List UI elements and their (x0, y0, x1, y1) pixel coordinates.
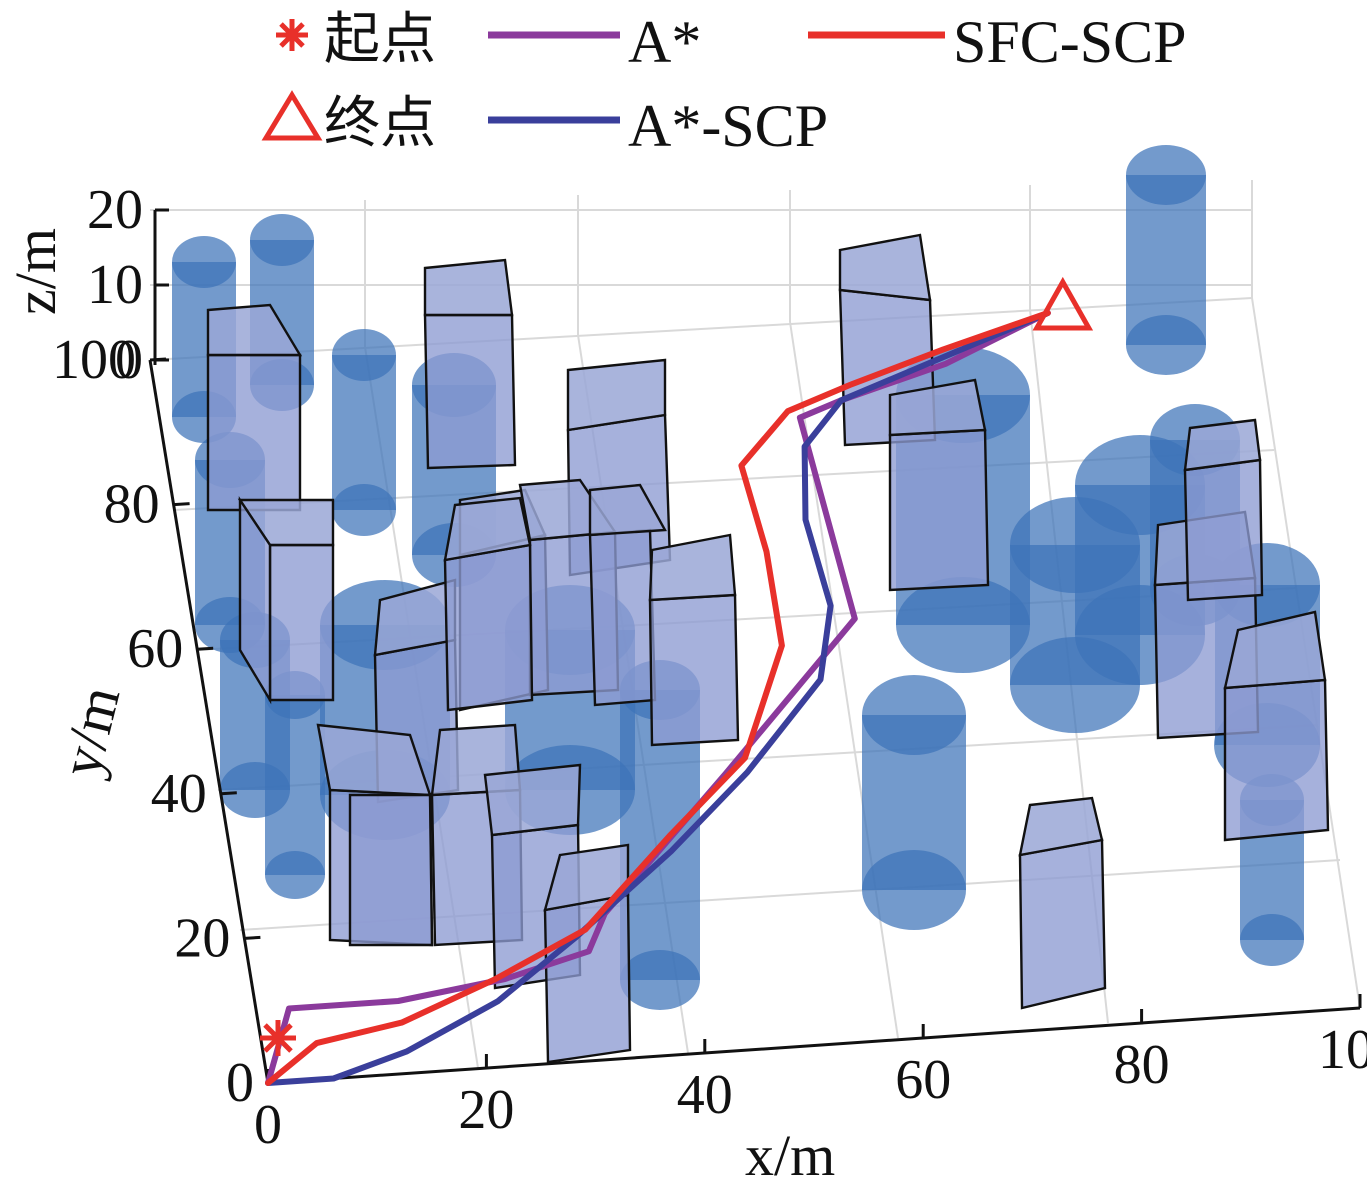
box-obstacle (888, 378, 990, 592)
axes (148, 210, 1361, 1085)
y-tick-mark (244, 935, 261, 940)
z-tick-label: 0 (115, 329, 143, 391)
series-line-sfc-scp (265, 310, 1051, 1086)
box-obstacle (206, 303, 303, 512)
cylinder-obstacle (332, 329, 396, 536)
y-axis-label: y/m (48, 680, 133, 783)
x-tick-label: 60 (895, 1049, 951, 1111)
box-obstacle (1183, 418, 1264, 602)
y-tick-label: 20 (174, 907, 230, 969)
cylinder-obstacle (265, 671, 325, 899)
legend-item-astar-scp: A*-SCP (488, 93, 828, 159)
triangle-icon (261, 90, 323, 141)
x-axis-line (267, 1006, 1361, 1085)
start-marker (260, 1020, 296, 1056)
box-obstacle (1018, 796, 1107, 1010)
box-obstacle (237, 496, 335, 705)
cylinder-obstacle (862, 675, 966, 930)
y-tick-label: 60 (127, 618, 183, 680)
box-obstacle (588, 483, 667, 707)
legend-label-astar: A* (628, 9, 701, 75)
asterisk-icon (276, 19, 308, 51)
legend-label-start: 起点 (324, 7, 436, 72)
y-tick-mark (220, 791, 237, 796)
y-tick-label: 40 (151, 763, 207, 825)
legend-label-astar-scp: A*-SCP (628, 93, 828, 159)
z-axis-ticks: 0 10 20 (87, 179, 169, 391)
x-tick-label: 20 (458, 1079, 514, 1141)
y-axis-ticks: 0 20 40 60 80 100 (52, 329, 285, 1114)
z-tick-label: 10 (87, 254, 143, 316)
box-obstacles (206, 233, 1330, 1064)
legend-item-goal: 终点 (261, 90, 436, 156)
x-tick-label: 40 (677, 1064, 733, 1126)
y-tick-label: 80 (104, 474, 160, 536)
y-tick-label: 100 (52, 329, 136, 391)
z-tick-label: 20 (87, 179, 143, 241)
y-tick-label: 0 (226, 1052, 254, 1114)
box-obstacle (348, 793, 434, 947)
x-tick-label: 80 (1114, 1034, 1170, 1096)
x-axis-label: x/m (745, 1123, 835, 1183)
legend: 起点 A* SFC-SCP 终点 A*-SCP (261, 7, 1187, 159)
box-obstacle (1223, 610, 1330, 842)
y-tick-mark (197, 646, 214, 651)
legend-item-sfc-scp: SFC-SCP (808, 9, 1187, 75)
legend-item-start: 起点 (276, 7, 436, 72)
y-tick-mark (173, 502, 190, 507)
x-axis-ticks: 0 20 40 60 80 100 (254, 994, 1367, 1156)
legend-item-astar: A* (488, 9, 701, 75)
series-line-astar-scp (265, 310, 1051, 1086)
box-obstacle (648, 533, 740, 747)
y-axis-line (148, 359, 270, 1084)
path-series (265, 310, 1051, 1086)
legend-label-sfc-scp: SFC-SCP (953, 9, 1187, 75)
legend-label-goal: 终点 (324, 91, 436, 156)
box-obstacle (423, 258, 517, 470)
x-tick-label: 100 (1318, 1019, 1367, 1081)
box-obstacle (443, 496, 534, 712)
goal-marker (1032, 276, 1094, 331)
z-axis-label: z/m (3, 228, 68, 315)
cylinder-obstacle (1126, 145, 1206, 375)
x-tick-label: 0 (254, 1094, 282, 1156)
